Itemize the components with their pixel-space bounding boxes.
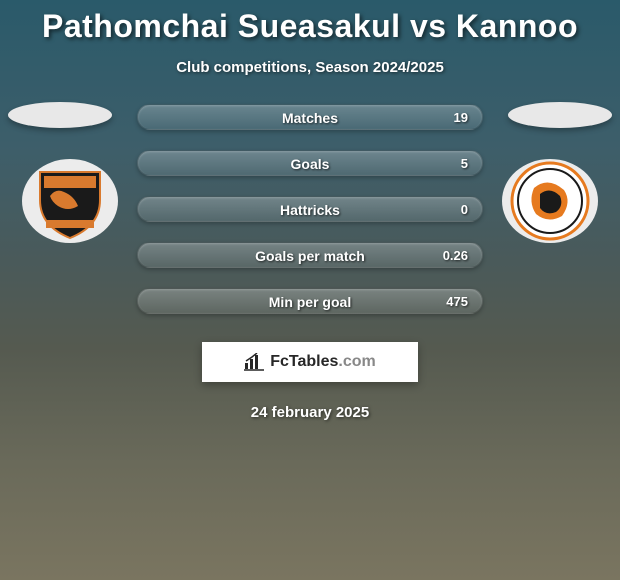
stat-bar-min-per-goal: Min per goal 475 xyxy=(137,288,483,314)
platform-ellipse-right xyxy=(508,102,612,128)
stat-label: Min per goal xyxy=(138,289,482,315)
stat-value: 475 xyxy=(446,289,468,315)
brand-logo: FcTables.com xyxy=(202,342,418,382)
stat-label: Goals per match xyxy=(138,243,482,269)
stat-bar-goals: Goals 5 xyxy=(137,150,483,176)
brand-name: FcTables xyxy=(270,353,338,370)
date-label: 24 february 2025 xyxy=(0,404,620,421)
team-badge-left xyxy=(20,158,120,244)
ratchaburi-crest-icon xyxy=(20,158,120,244)
stats-bars: Matches 19 Goals 5 Hattricks 0 Goals per… xyxy=(137,104,483,314)
bar-chart-icon xyxy=(244,353,266,371)
content-area: Matches 19 Goals 5 Hattricks 0 Goals per… xyxy=(0,104,620,421)
brand-suffix: .com xyxy=(338,353,375,370)
team-badge-right xyxy=(500,158,600,244)
stat-label: Hattricks xyxy=(138,197,482,223)
stat-label: Goals xyxy=(138,151,482,177)
brand-logo-text: FcTables.com xyxy=(270,353,376,371)
chiangrai-crest-icon xyxy=(500,158,600,244)
platform-ellipse-left xyxy=(8,102,112,128)
page-title: Pathomchai Sueasakul vs Kannoo xyxy=(0,0,620,45)
subtitle: Club competitions, Season 2024/2025 xyxy=(0,59,620,76)
stat-value: 19 xyxy=(454,105,468,131)
comparison-card: Pathomchai Sueasakul vs Kannoo Club comp… xyxy=(0,0,620,580)
stat-value: 5 xyxy=(461,151,468,177)
stat-bar-matches: Matches 19 xyxy=(137,104,483,130)
stat-value: 0 xyxy=(461,197,468,223)
stat-label: Matches xyxy=(138,105,482,131)
stat-value: 0.26 xyxy=(443,243,468,269)
stat-bar-hattricks: Hattricks 0 xyxy=(137,196,483,222)
stat-bar-goals-per-match: Goals per match 0.26 xyxy=(137,242,483,268)
